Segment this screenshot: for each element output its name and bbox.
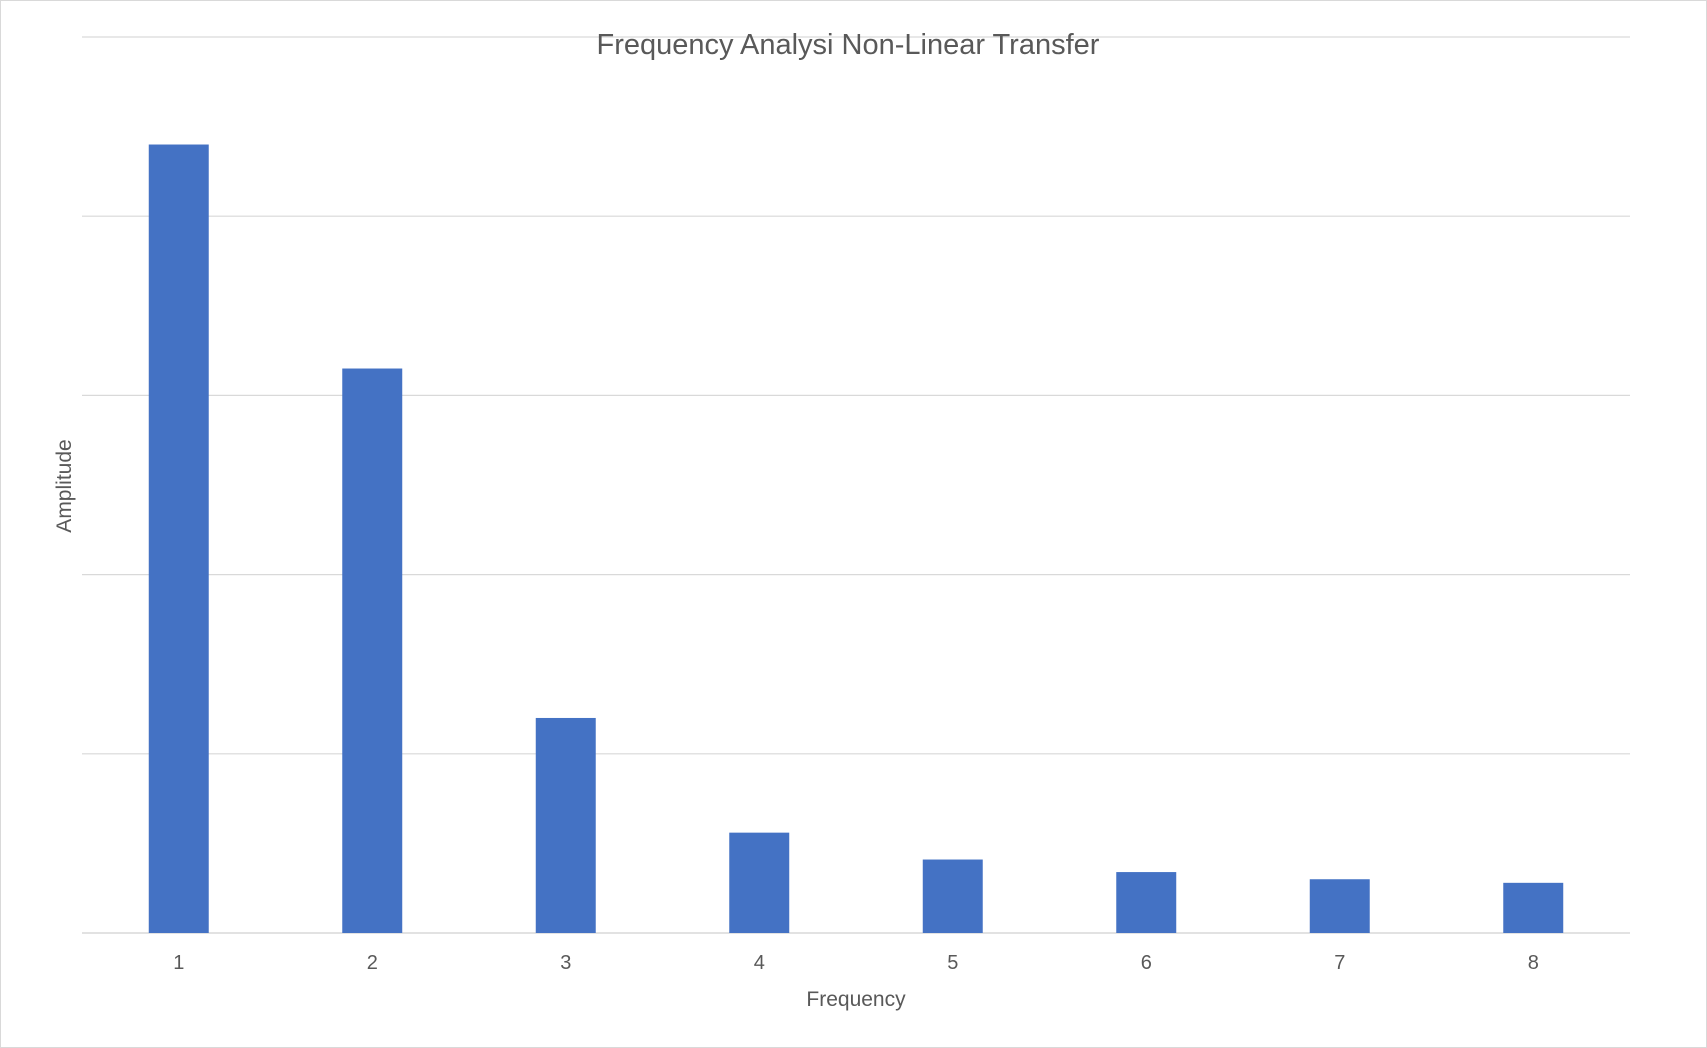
x-tick-label-3: 3 xyxy=(560,952,571,974)
x-tick-label-4: 4 xyxy=(754,952,765,974)
x-tick-label-5: 5 xyxy=(947,952,958,974)
x-tick-label-7: 7 xyxy=(1334,952,1345,974)
bar-1 xyxy=(148,144,209,933)
x-tick-labels: 1 2 3 4 5 6 7 8 xyxy=(173,952,1539,974)
x-tick-label-6: 6 xyxy=(1141,952,1152,974)
x-tick-label-2: 2 xyxy=(367,952,378,974)
x-axis-title: Frequency xyxy=(806,988,906,1011)
bar-7 xyxy=(1309,879,1370,933)
gridlines xyxy=(82,36,1630,934)
bar-2 xyxy=(342,368,403,933)
x-tick-label-8: 8 xyxy=(1528,952,1539,974)
x-tick-label-1: 1 xyxy=(173,952,184,974)
bar-series xyxy=(148,144,1564,933)
bar-6 xyxy=(1116,872,1177,933)
bar-4 xyxy=(729,832,790,933)
bar-5 xyxy=(922,859,983,933)
bar-8 xyxy=(1503,882,1564,933)
bar-3 xyxy=(535,717,596,933)
chart-title: Frequency Analysi Non-Linear Transfer xyxy=(597,29,1100,61)
y-axis-title: Amplitude xyxy=(53,439,76,532)
